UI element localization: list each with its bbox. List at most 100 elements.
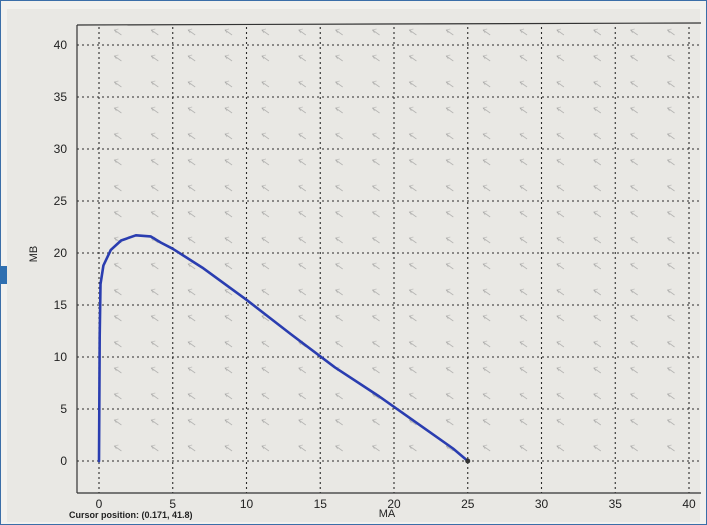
field-arrowhead: [224, 28, 230, 34]
field-arrowhead: [408, 444, 414, 450]
field-arrowhead: [298, 366, 303, 372]
field-arrow: [667, 81, 675, 88]
field-arrowhead: [187, 54, 193, 60]
field-arrow: [409, 445, 417, 452]
field-arrow: [409, 289, 417, 296]
field-arrow: [556, 289, 565, 296]
x-tick-label: 20: [387, 497, 401, 511]
field-arrowhead: [482, 262, 488, 268]
field-arrowhead: [556, 314, 562, 320]
field-arrowhead: [224, 288, 230, 294]
field-arrowhead: [224, 418, 230, 424]
field-arrow: [556, 107, 565, 114]
field-arrow: [556, 211, 565, 218]
field-arrowhead: [630, 158, 635, 164]
field-arrowhead: [150, 288, 156, 294]
field-arrowhead: [519, 392, 525, 398]
field-arrow: [593, 185, 602, 192]
field-arrowhead: [187, 236, 193, 242]
field-arrowhead: [224, 210, 230, 216]
field-arrowhead: [482, 210, 488, 216]
field-arrow: [667, 107, 675, 114]
field-arrowhead: [113, 288, 119, 294]
field-arrow: [630, 341, 638, 348]
field-arrowhead: [113, 418, 119, 424]
field-arrow: [446, 445, 454, 452]
field-arrow: [187, 29, 196, 36]
field-arrow: [261, 29, 270, 36]
field-arrow: [335, 29, 343, 36]
field-arrowhead: [556, 28, 562, 34]
field-arrowhead: [593, 80, 598, 86]
field-arrow: [593, 237, 602, 244]
field-arrow: [482, 419, 491, 426]
field-arrowhead: [187, 132, 193, 138]
field-arrowhead: [482, 392, 488, 398]
field-arrow: [446, 263, 454, 270]
field-arrow: [409, 393, 417, 400]
field-arrow: [151, 211, 159, 218]
field-arrow: [372, 393, 380, 400]
field-arrow: [372, 315, 380, 322]
field-arrowhead: [482, 28, 488, 34]
field-arrowhead: [445, 418, 451, 424]
field-arrow: [372, 341, 380, 348]
field-arrow: [224, 185, 233, 192]
field-arrowhead: [371, 288, 377, 294]
field-arrowhead: [556, 288, 562, 294]
series-end-point: [465, 458, 471, 464]
field-arrow: [630, 107, 638, 114]
field-arrowhead: [150, 418, 156, 424]
field-arrow: [556, 445, 565, 452]
field-arrowhead: [298, 236, 303, 242]
field-arrow: [372, 159, 380, 166]
tick-labels: 0 5 10 15 20 25 30 35 40 0 5 10 15 20 25 30 35 40: [54, 38, 696, 511]
field-arrow: [114, 133, 122, 140]
field-arrowhead: [482, 418, 488, 424]
field-arrowhead: [630, 418, 635, 424]
field-arrow: [667, 419, 675, 426]
field-arrowhead: [261, 418, 267, 424]
field-arrowhead: [593, 392, 598, 398]
field-arrowhead: [335, 262, 340, 268]
field-arrow: [372, 263, 380, 270]
field-arrow: [409, 341, 417, 348]
field-arrow: [519, 55, 528, 62]
field-arrow: [187, 419, 196, 426]
field-arrowhead: [666, 366, 672, 372]
field-arrowhead: [666, 340, 672, 346]
field-arrow: [630, 367, 638, 374]
field-arrow: [630, 315, 638, 322]
y-tick-label: 25: [54, 194, 68, 208]
field-arrowhead: [408, 184, 414, 190]
field-arrow: [519, 159, 528, 166]
field-arrowhead: [261, 132, 267, 138]
window-edge-marker: [0, 266, 7, 284]
field-arrow: [224, 211, 233, 218]
field-arrowhead: [408, 314, 414, 320]
field-arrowhead: [335, 444, 340, 450]
field-arrowhead: [593, 340, 598, 346]
field-arrow: [482, 367, 491, 374]
x-tick-label: 35: [609, 497, 623, 511]
field-arrowhead: [335, 392, 340, 398]
field-arrow: [556, 133, 565, 140]
field-arrowhead: [150, 366, 156, 372]
field-arrowhead: [371, 158, 377, 164]
field-arrow: [409, 237, 417, 244]
field-arrow: [261, 341, 270, 348]
field-arrow: [446, 211, 454, 218]
field-arrow: [482, 211, 491, 218]
field-arrowhead: [593, 314, 598, 320]
field-arrowhead: [519, 366, 525, 372]
field-arrowhead: [187, 314, 193, 320]
field-arrowhead: [519, 444, 525, 450]
field-arrow: [298, 29, 307, 36]
field-arrow: [482, 263, 491, 270]
field-arrow: [261, 185, 270, 192]
field-arrowhead: [519, 54, 525, 60]
field-arrow: [114, 211, 122, 218]
field-arrowhead: [593, 132, 598, 138]
field-arrowhead: [593, 288, 598, 294]
